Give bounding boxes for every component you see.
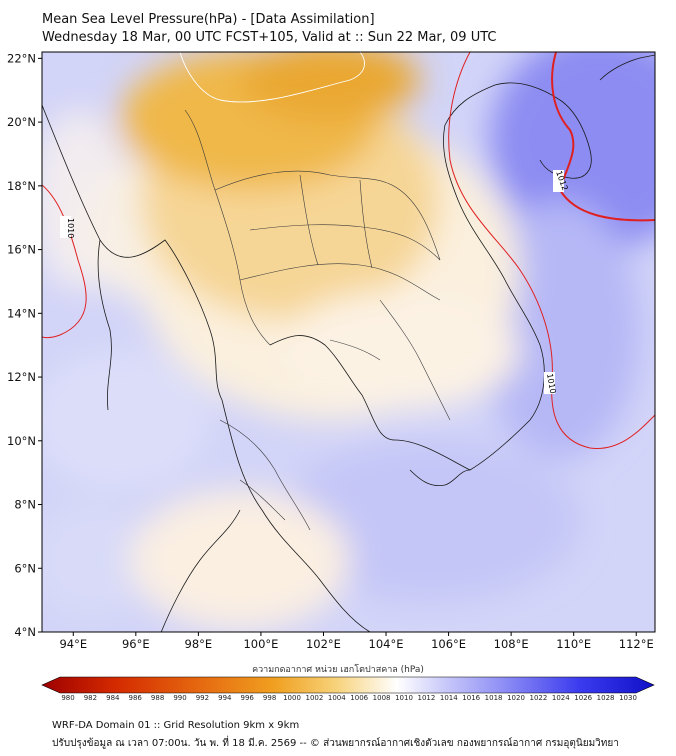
colorbar-bar <box>41 676 655 694</box>
admin-borders <box>184 109 451 531</box>
lon-tick-label: 106°E <box>431 637 466 651</box>
colorbar-tick-label: 1012 <box>417 694 435 700</box>
colorbar-tick-label: 1000 <box>283 694 301 700</box>
colorbar-tick-label: 998 <box>263 694 276 700</box>
lon-tick-label: 112°E <box>619 637 654 651</box>
colorbar-tick-label: 984 <box>106 694 120 700</box>
lat-tick-label: 16°N <box>7 243 36 257</box>
lat-tick-label: 22°N <box>7 51 36 65</box>
contour-label-1010-east: 1010 <box>545 373 557 395</box>
lat-tick-label: 18°N <box>7 179 36 193</box>
colorbar-tick-label: 1004 <box>328 694 346 700</box>
lat-tick-label: 6°N <box>14 561 36 575</box>
colorbar-tick-label: 1008 <box>373 694 391 700</box>
contour-label-bg <box>553 170 564 192</box>
colorbar-tick-label: 1016 <box>462 694 480 700</box>
colorbar-tick-label: 986 <box>129 694 143 700</box>
lon-tick-label: 102°E <box>306 637 341 651</box>
colorbar-tick-label: 980 <box>61 694 74 700</box>
lon-tick-label: 96°E <box>122 637 150 651</box>
pressure-map: 1010 1012 1010 94°E 96°E 98°E 100°E 102°E 104… <box>7 51 656 700</box>
contour-label-bg <box>544 372 555 394</box>
colorbar-tick-label: 992 <box>196 694 209 700</box>
lon-tick-label: 98°E <box>185 637 213 651</box>
latitude-ticks: 22°N 20°N 18°N 16°N 14°N 12°N 10°N 8°N 6°N 4°N <box>7 51 42 639</box>
lon-tick-label: 108°E <box>494 637 529 651</box>
colorbar-tick-label: 990 <box>173 694 186 700</box>
colorbar-tick-label: 1022 <box>529 694 547 700</box>
longitude-ticks: 94°E 96°E 98°E 100°E 102°E 104°E 106°E 108°E 110… <box>59 632 654 651</box>
colorbar-tick-label: 1002 <box>305 694 323 700</box>
colorbar-tick-label: 994 <box>218 694 232 700</box>
colorbar-tick-label: 1024 <box>552 694 570 700</box>
colorbar-tick-label: 1018 <box>485 694 503 700</box>
colorbar-tick-label: 1026 <box>574 694 592 700</box>
colorbar: 980 982 984 986 988 990 992 994 996 998 1000 1002 10… <box>41 676 655 700</box>
contour-label-bg <box>60 216 71 238</box>
colorbar-tick-label: 982 <box>84 694 97 700</box>
lon-tick-label: 110°E <box>556 637 591 651</box>
map-frame <box>41 51 656 633</box>
colorbar-tick-label: 1030 <box>619 694 637 700</box>
lon-tick-label: 94°E <box>59 637 87 651</box>
colorbar-tick-label: 996 <box>241 694 255 700</box>
map-title: Mean Sea Level Pressure(hPa) - [Data Ass… <box>42 12 375 27</box>
colorbar-ticks: 980 982 984 986 988 990 992 994 996 998 1000 1002 10… <box>61 694 637 700</box>
lat-tick-label: 10°N <box>7 434 36 448</box>
colorbar-tick-label: 1010 <box>395 694 413 700</box>
lon-tick-label: 100°E <box>243 637 278 651</box>
isobar-lines <box>42 52 655 449</box>
lat-tick-label: 8°N <box>14 498 36 512</box>
map-subtitle: Wednesday 18 Mar, 00 UTC FCST+105, Valid… <box>42 30 497 45</box>
lat-tick-label: 4°N <box>14 625 36 639</box>
colorbar-tick-label: 1014 <box>440 694 458 700</box>
colorbar-tick-label: 988 <box>151 694 164 700</box>
lat-tick-label: 12°N <box>7 370 36 384</box>
colorbar-label: ความกดอากาศ หน่วย เฮกโตปาสคาล (hPa) <box>252 665 424 675</box>
lon-tick-label: 104°E <box>369 637 404 651</box>
colorbar-tick-label: 1020 <box>507 694 525 700</box>
colorbar-tick-label: 1028 <box>597 694 615 700</box>
lat-tick-label: 20°N <box>7 115 36 129</box>
footer-update-info: ปรับปรุงข้อมูล ณ เวลา 07:00น. วัน พ. ที่… <box>52 738 619 749</box>
lat-tick-label: 14°N <box>7 306 36 320</box>
colorbar-tick-label: 1006 <box>350 694 368 700</box>
contour-label-1010-west: 1010 <box>66 218 75 238</box>
pressure-shading <box>42 52 655 632</box>
footer-model-info: WRF-DA Domain 01 :: Grid Resolution 9km … <box>52 720 300 731</box>
